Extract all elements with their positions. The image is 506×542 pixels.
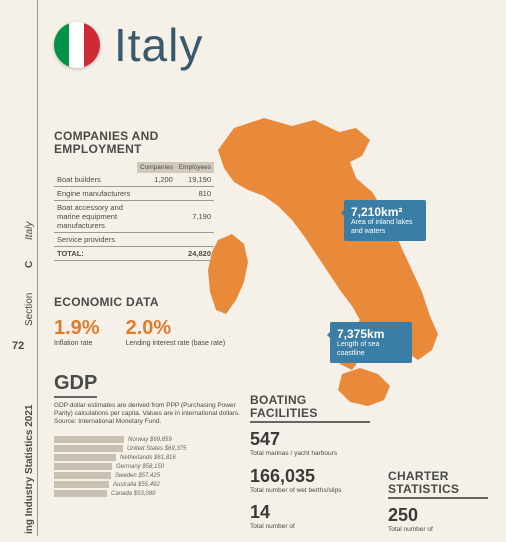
charter-s1-value: 250	[388, 505, 488, 526]
inflation-label: Inflation rate	[54, 340, 100, 348]
boating-s3-value: 14	[250, 502, 370, 523]
callout-area: 7,210km² Area of inland lakes and waters	[344, 200, 426, 241]
gdp-bar-label: Canada $53,089	[111, 491, 155, 497]
gdp-bars: Norway $69,859 United States $69,375 Nethe…	[54, 436, 244, 497]
gdp-bar-row: Australia $55,492	[54, 481, 244, 488]
gdp-bar-label: Norway $69,859	[128, 437, 172, 443]
flag-stripe-mid	[69, 22, 85, 68]
gdp-bar-label: Australia $55,492	[113, 482, 160, 488]
row-label: Boat builders	[54, 173, 137, 187]
row-companies: 1,200	[137, 173, 176, 187]
row-companies	[137, 233, 176, 247]
gdp-bar-row: Sweden $57,425	[54, 472, 244, 479]
row-label: Service providers	[54, 233, 137, 247]
gdp-bar-label: Netherlands $61,816	[120, 455, 176, 461]
gdp-bar-row: Netherlands $61,816	[54, 454, 244, 461]
flag-icon	[54, 22, 100, 68]
page-number: 72	[12, 340, 24, 352]
boating-s1-label: Total marinas / yacht harbours	[250, 450, 370, 457]
gdp-title: GDP	[54, 372, 97, 398]
callout-area-label: Area of inland lakes and waters	[351, 219, 412, 234]
inflation-stat: 1.9% Inflation rate	[54, 317, 100, 348]
italy-map	[174, 110, 484, 430]
gdp-bar-label: Sweden $57,425	[115, 473, 160, 479]
callout-coast-label: Length of sea coastline	[337, 341, 379, 356]
gdp-bar	[54, 490, 107, 497]
flag-stripe-right	[84, 22, 100, 68]
total-label: TOTAL:	[54, 247, 137, 261]
gdp-bar-row: Canada $53,089	[54, 490, 244, 497]
gdp-bar-row: United States $69,375	[54, 445, 244, 452]
boating-s2-value: 166,035	[250, 466, 370, 487]
boating-section: BOATING FACILITIES 547 Total marinas / y…	[250, 394, 370, 539]
page-title: Italy	[114, 18, 203, 72]
col-blank	[54, 162, 137, 173]
flag-stripe-left	[54, 22, 70, 68]
charter-s1-label: Total number of	[388, 526, 488, 533]
row-label: Engine manufacturers	[54, 187, 137, 201]
sidebar-c: C	[24, 261, 35, 268]
charter-heading: CHARTER STATISTICS	[388, 470, 488, 499]
boating-s1-value: 547	[250, 429, 370, 450]
gdp-bar-row: Germany $58,150	[54, 463, 244, 470]
gdp-bar	[54, 463, 112, 470]
gdp-bar	[54, 436, 124, 443]
sidebar: Italy C Section 72 ing Industry Statisti…	[0, 0, 38, 536]
row-companies	[137, 187, 176, 201]
gdp-bar	[54, 445, 123, 452]
header: Italy	[54, 18, 203, 72]
row-companies	[137, 201, 176, 233]
charter-section: CHARTER STATISTICS 250 Total number of	[388, 470, 488, 542]
gdp-bar	[54, 472, 111, 479]
callout-area-value: 7,210km²	[351, 205, 419, 219]
gdp-bar	[54, 481, 109, 488]
boating-s3-label: Total number of	[250, 523, 370, 530]
gdp-bar-row: Norway $69,859	[54, 436, 244, 443]
gdp-bar-label: United States $69,375	[127, 446, 186, 452]
sidebar-section: Section	[24, 293, 35, 326]
boating-s2-label: Total number of wet berths/slips	[250, 487, 370, 494]
callout-coast-value: 7,375km	[337, 327, 405, 341]
gdp-bar-label: Germany $58,150	[116, 464, 164, 470]
inflation-value: 1.9%	[54, 317, 100, 340]
row-label: Boat accessory and marine equipment manu…	[54, 201, 137, 233]
col-companies: Companies	[137, 162, 176, 173]
boating-heading: BOATING FACILITIES	[250, 394, 370, 423]
callout-coast: 7,375km Length of sea coastline	[330, 322, 412, 363]
gdp-bar	[54, 454, 116, 461]
total-companies	[137, 247, 176, 261]
sidebar-stats: ing Industry Statistics 2021	[24, 405, 35, 535]
sidebar-italy: Italy	[24, 222, 35, 240]
